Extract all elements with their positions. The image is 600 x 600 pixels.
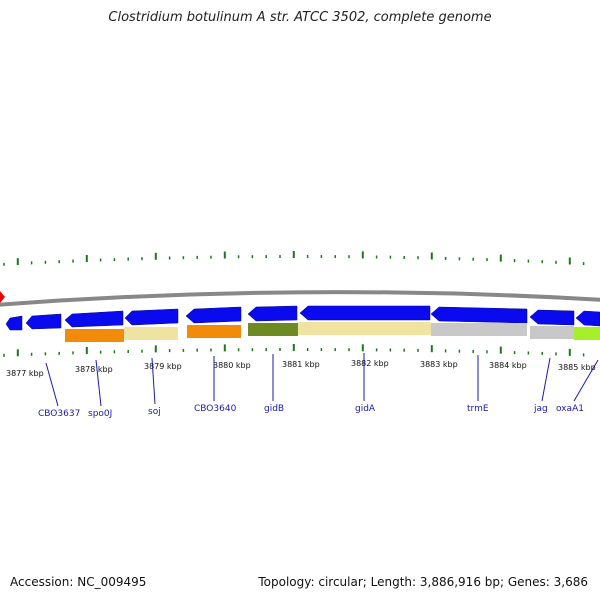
gene-arrow[interactable] xyxy=(299,305,431,321)
gene-label[interactable]: oxaA1 xyxy=(556,404,584,414)
cog-bar xyxy=(187,325,241,338)
gene-leader xyxy=(541,357,551,402)
gene-label[interactable]: jag xyxy=(533,404,548,414)
gene-leader xyxy=(95,359,102,407)
kbp-label: 3878 kbp xyxy=(75,365,113,374)
cog-bar xyxy=(530,326,574,339)
kbp-label: 3884 kbp xyxy=(489,361,527,370)
gene-arrow[interactable] xyxy=(64,310,124,328)
gene-arrow[interactable] xyxy=(575,310,600,327)
gene-arrow[interactable] xyxy=(25,313,62,330)
cog-bar xyxy=(65,329,124,342)
gene-label[interactable]: gidB xyxy=(264,404,284,414)
gene-label[interactable]: CBO3637 xyxy=(38,409,80,419)
upper-ticks xyxy=(3,251,585,266)
gene-leader xyxy=(573,359,599,402)
cog-bars xyxy=(65,322,600,342)
gene-leader xyxy=(45,362,59,407)
gene-label[interactable]: CBO3640 xyxy=(194,404,237,414)
genome-summary-text: Topology: circular; Length: 3,886,916 bp… xyxy=(258,575,588,589)
gene-arrow[interactable] xyxy=(529,309,575,326)
gene-arrows xyxy=(5,305,600,331)
cog-bar xyxy=(298,322,431,335)
cog-bar xyxy=(248,323,298,336)
cog-bar xyxy=(124,327,178,340)
kbp-scale: 3877 kbp 3878 kbp 3879 kbp 3880 kbp 3881… xyxy=(6,359,596,378)
gene-arrow[interactable] xyxy=(430,306,528,324)
genome-backbone xyxy=(0,290,600,307)
gene-arrow[interactable] xyxy=(247,305,298,322)
gene-leaders xyxy=(45,353,599,407)
lower-ticks xyxy=(3,344,585,357)
gene-label[interactable]: trmE xyxy=(467,404,489,414)
kbp-label: 3880 kbp xyxy=(213,361,251,370)
origin-marker xyxy=(0,291,5,303)
gene-arrow[interactable] xyxy=(124,308,179,326)
kbp-label: 3882 kbp xyxy=(351,359,389,368)
gene-arrow[interactable] xyxy=(5,315,23,331)
accession-text: Accession: NC_009495 xyxy=(10,575,147,589)
gene-labels: CBO3637 spo0J soj CBO3640 gidB gidA trmE… xyxy=(38,404,584,419)
kbp-label: 3877 kbp xyxy=(6,369,44,378)
kbp-label: 3883 kbp xyxy=(420,360,458,369)
map-title: Clostridium botulinum A str. ATCC 3502, … xyxy=(108,10,492,25)
gene-leader xyxy=(151,357,156,405)
gene-label[interactable]: soj xyxy=(148,407,161,417)
gene-label[interactable]: spo0J xyxy=(88,409,112,419)
kbp-label: 3881 kbp xyxy=(282,360,320,369)
kbp-label: 3879 kbp xyxy=(144,362,182,371)
cog-bar xyxy=(431,323,527,336)
gene-arrow[interactable] xyxy=(185,306,242,324)
gene-label[interactable]: gidA xyxy=(355,404,376,414)
kbp-label: 3885 kbp xyxy=(558,363,596,372)
cog-bar xyxy=(574,327,600,340)
